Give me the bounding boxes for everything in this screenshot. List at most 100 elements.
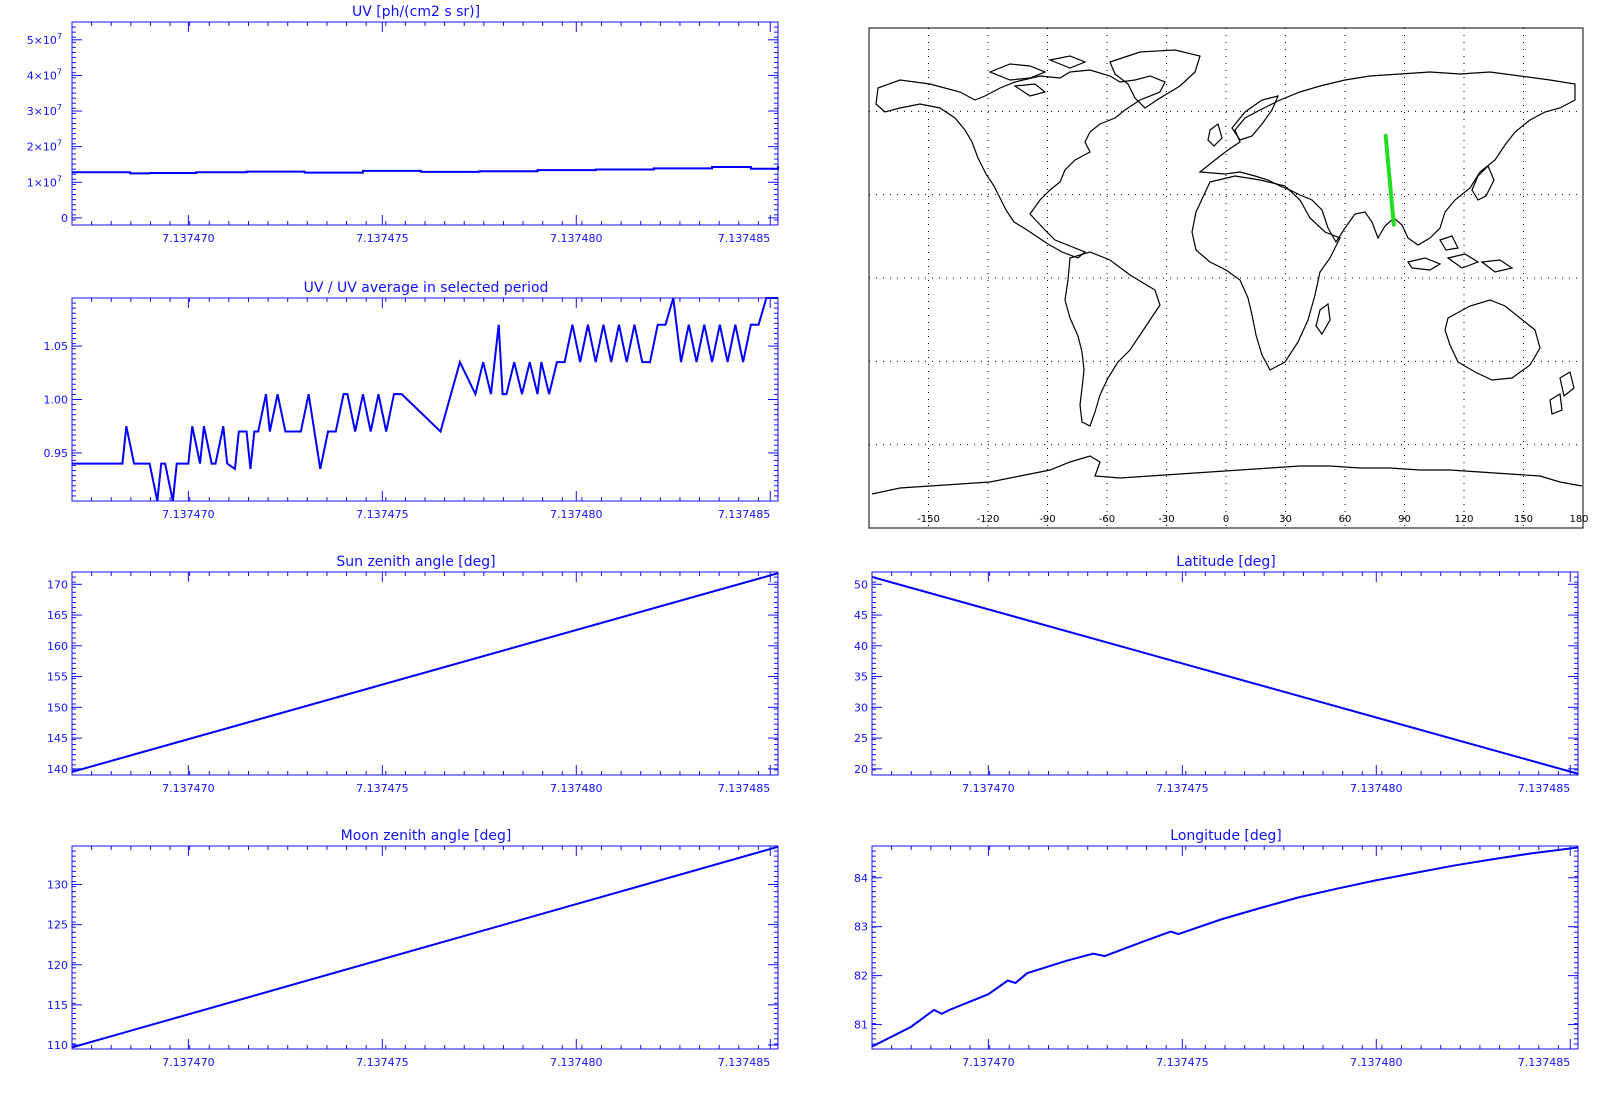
- ratio-chart-title: UV / UV average in selected period: [304, 280, 549, 296]
- new-zealand-outline: [1549, 371, 1575, 415]
- y-tick-label: 4×107: [27, 67, 62, 82]
- y-tick-label: 160: [47, 640, 68, 653]
- y-tick-label: 81: [854, 1019, 868, 1032]
- latitude-chart-title: Latitude [deg]: [1176, 554, 1275, 570]
- map-lon-label: 120: [1454, 514, 1473, 525]
- map-lon-label: -30: [1158, 514, 1174, 525]
- arctic-islands-outline: [988, 55, 1087, 97]
- uv-x-axis: 7.137470 7.137475 7.137480 7.137485: [71, 22, 779, 245]
- indonesia-outline: [1407, 235, 1514, 273]
- map-lon-label: 180: [1569, 514, 1588, 525]
- latitude-chart: Latitude [deg] 7.137470 7.137475 7.137480 7…: [854, 554, 1579, 795]
- y-tick-exponent: 7: [57, 32, 62, 41]
- longitude-chart-title: Longitude [deg]: [1170, 828, 1281, 844]
- ratio-chart: UV / UV average in selected period 7.137…: [44, 280, 779, 521]
- y-tick-mantissa: 3×10: [27, 105, 57, 118]
- x-tick-label: 7.137475: [356, 508, 409, 521]
- x-tick-label: 7.137480: [1350, 782, 1403, 795]
- y-tick-label: 35: [854, 671, 868, 684]
- y-tick-label: 145: [47, 732, 68, 745]
- eurasia-outline: [1198, 71, 1576, 246]
- y-tick-exponent: 7: [57, 139, 62, 148]
- y-tick-label: 3×107: [27, 103, 62, 118]
- y-tick-label: 30: [854, 701, 868, 714]
- x-tick-label: 7.137480: [550, 508, 603, 521]
- map-graticule: [869, 28, 1583, 528]
- sun-zenith-chart: Sun zenith angle [deg] 7.137470 7.137475 7…: [47, 554, 779, 795]
- north-america-outline: [875, 69, 1166, 259]
- x-tick-label: 7.137475: [356, 782, 409, 795]
- x-tick-label: 7.137475: [1156, 1056, 1209, 1069]
- x-tick-label: 7.137470: [162, 1056, 215, 1069]
- x-tick-label: 7.137475: [1156, 782, 1209, 795]
- y-tick-label: 50: [854, 578, 868, 591]
- map-lon-label: 90: [1398, 514, 1411, 525]
- madagascar-outline: [1315, 302, 1331, 336]
- longitude-series-line: [871, 846, 1579, 1048]
- map-lon-label: -120: [977, 514, 1000, 525]
- uv-series-line: [72, 165, 779, 175]
- japan-outline: [1471, 164, 1495, 201]
- x-tick-label: 7.137485: [1518, 1056, 1571, 1069]
- longitude-y-axis: 81 82 83 84: [854, 845, 1578, 1050]
- x-tick-label: 7.137475: [356, 1056, 409, 1069]
- y-tick-label: 170: [47, 578, 68, 591]
- y-tick-label: 40: [854, 640, 868, 653]
- x-tick-label: 7.137485: [718, 508, 771, 521]
- map-lon-label: 60: [1339, 514, 1352, 525]
- map-lon-label: 0: [1223, 514, 1229, 525]
- y-tick-label: 120: [47, 959, 68, 972]
- y-tick-label: 140: [47, 763, 68, 776]
- x-tick-label: 7.137485: [718, 1056, 771, 1069]
- y-tick-label: 84: [854, 872, 868, 885]
- australia-outline: [1444, 299, 1541, 381]
- x-tick-label: 7.137470: [162, 232, 215, 245]
- map-longitude-axis: -150 -120 -90 -60 -30 0 30 60 90 120 150 180: [917, 514, 1588, 525]
- map-lon-label: 150: [1514, 514, 1533, 525]
- y-tick-label: 150: [47, 701, 68, 714]
- y-tick-label: 5×107: [27, 32, 62, 47]
- y-tick-label: 20: [854, 763, 868, 776]
- longitude-chart: Longitude [deg] 7.137470 7.137475 7.137480…: [854, 828, 1579, 1069]
- uv-chart: UV [ph/(cm2 s sr)] 7.137470 7.137475 7.137…: [27, 4, 779, 245]
- map-lon-label: -150: [917, 514, 940, 525]
- y-tick-label: 110: [47, 1039, 68, 1052]
- y-tick-label: 130: [47, 879, 68, 892]
- ratio-x-axis: 7.137470 7.137475 7.137480 7.137485: [71, 298, 779, 521]
- x-tick-label: 7.137485: [1518, 782, 1571, 795]
- x-tick-label: 7.137485: [718, 232, 771, 245]
- x-tick-label: 7.137470: [162, 782, 215, 795]
- moon-zenith-x-axis: 7.137470 7.137475 7.137480 7.137485: [71, 846, 779, 1069]
- y-tick-label: 0.95: [44, 447, 69, 460]
- sun-zenith-x-axis: 7.137470 7.137475 7.137480 7.137485: [71, 572, 779, 795]
- map-lon-label: -60: [1099, 514, 1115, 525]
- uk-outline: [1207, 122, 1223, 147]
- y-tick-label: 115: [47, 999, 68, 1012]
- x-tick-label: 7.137485: [718, 782, 771, 795]
- y-tick-label: 1.05: [44, 340, 69, 353]
- y-tick-exponent: 7: [57, 174, 62, 183]
- africa-outline: [1191, 175, 1341, 371]
- y-tick-label: 25: [854, 732, 868, 745]
- sun-zenith-y-axis: 140 145 150 155 160 165 170: [47, 571, 778, 776]
- y-tick-label: 1×107: [27, 174, 62, 189]
- y-tick-mantissa: 5×10: [27, 34, 57, 47]
- y-tick-mantissa: 4×10: [27, 69, 57, 82]
- ratio-series-line: [72, 297, 778, 502]
- y-tick-label: 82: [854, 970, 868, 983]
- world-map: -150 -120 -90 -60 -30 0 30 60 90 120 150 180: [868, 27, 1589, 529]
- y-tick-label: 1.00: [44, 394, 69, 407]
- moon-zenith-y-axis: 110 115 120 125 130: [47, 845, 778, 1052]
- latitude-series-line: [871, 575, 1579, 775]
- y-tick-exponent: 7: [57, 103, 62, 112]
- y-tick-exponent: 7: [57, 67, 62, 76]
- y-tick-label: 2×107: [27, 139, 62, 154]
- moon-zenith-series-line: [71, 845, 779, 1049]
- latitude-y-axis: 20 25 30 35 40 45 50: [854, 571, 1578, 776]
- x-tick-label: 7.137470: [962, 782, 1015, 795]
- ratio-y-axis: 0.95 1.00 1.05: [44, 297, 778, 502]
- y-tick-label: 83: [854, 921, 868, 934]
- longitude-plot-frame: [871, 845, 1579, 1050]
